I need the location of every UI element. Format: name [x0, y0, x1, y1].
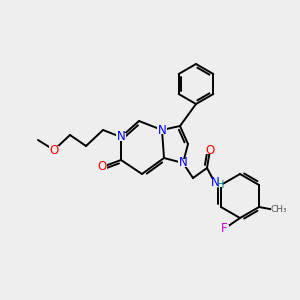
Text: N: N — [158, 124, 166, 136]
Bar — [219, 225, 229, 233]
Bar — [178, 159, 188, 167]
Bar — [157, 126, 167, 134]
Text: N: N — [178, 157, 188, 169]
Text: O: O — [206, 143, 214, 157]
Text: N: N — [211, 176, 219, 190]
Bar — [205, 146, 215, 154]
Text: F: F — [221, 223, 227, 236]
Text: N: N — [117, 130, 125, 143]
Text: O: O — [50, 143, 58, 157]
Bar — [97, 163, 107, 171]
Text: CH₃: CH₃ — [271, 206, 287, 214]
Bar — [207, 179, 223, 187]
Bar — [116, 133, 126, 141]
Text: O: O — [98, 160, 106, 173]
Text: H: H — [217, 180, 225, 190]
Bar — [49, 146, 59, 154]
Bar — [271, 206, 287, 214]
